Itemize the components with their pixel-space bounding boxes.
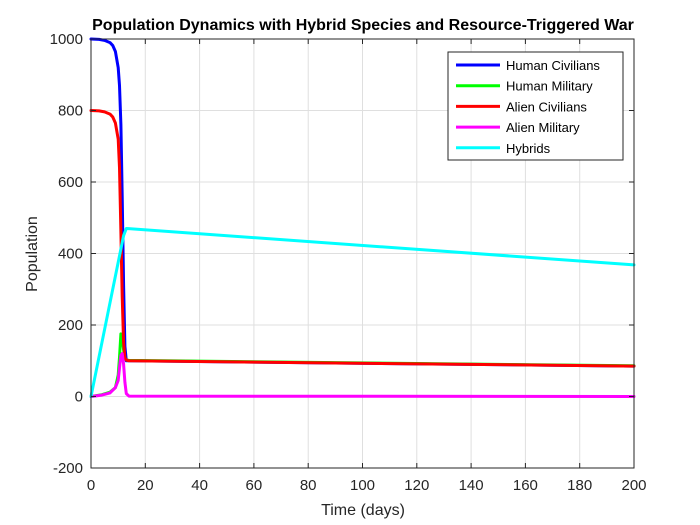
x-tick-label: 120 — [404, 477, 429, 494]
x-tick-label: 0 — [87, 477, 95, 494]
x-tick-label: 160 — [513, 477, 538, 494]
series-line-alien-civilians — [89, 109, 636, 368]
legend: Human Civilians Human Military Alien Civil… — [447, 51, 624, 161]
legend-label: Hybrids — [506, 141, 551, 156]
x-tick-label: 20 — [137, 477, 154, 494]
series-lines — [89, 37, 636, 398]
chart-title: Population Dynamics with Hybrid Species … — [92, 17, 634, 34]
legend-label: Alien Military — [506, 120, 580, 135]
x-tick-label: 100 — [350, 477, 375, 494]
y-tick-label: 800 — [58, 103, 83, 120]
y-tick-label: 400 — [58, 246, 83, 263]
y-tick-label: 0 — [75, 389, 83, 406]
axis-ticks: 0 20 40 60 80 100 120 140 160 180 200-200020040060… — [50, 31, 647, 494]
series-line-alien-military — [89, 352, 636, 398]
y-tick-label: 600 — [58, 174, 83, 191]
x-tick-label: 200 — [621, 477, 646, 494]
x-tick-label: 40 — [191, 477, 208, 494]
x-tick-label: 180 — [567, 477, 592, 494]
x-tick-label: 80 — [300, 477, 317, 494]
y-tick-label: -200 — [53, 460, 83, 477]
y-axis-label: Population — [24, 216, 41, 292]
x-axis-label: Time (days) — [321, 502, 405, 519]
y-tick-label: 1000 — [50, 31, 83, 48]
x-tick-label: 140 — [459, 477, 484, 494]
x-tick-label: 60 — [246, 477, 263, 494]
legend-label: Human Military — [506, 79, 593, 94]
y-tick-label: 200 — [58, 317, 83, 334]
legend-label: Human Civilians — [506, 58, 600, 73]
legend-label: Alien Civilians — [506, 99, 587, 114]
series-line-hybrids — [89, 227, 636, 398]
